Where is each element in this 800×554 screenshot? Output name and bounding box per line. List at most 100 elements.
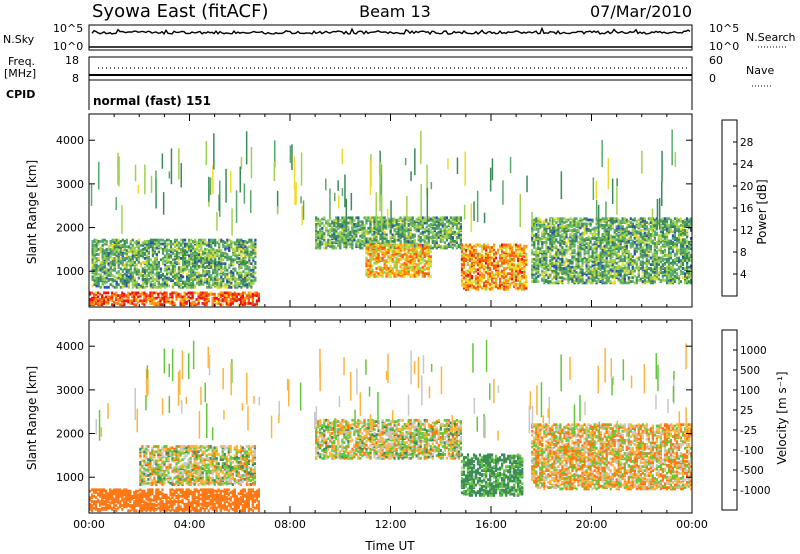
power-cell <box>93 276 96 280</box>
power-cell <box>423 263 426 266</box>
power-cell <box>419 223 422 226</box>
power-cell <box>214 249 217 252</box>
power-cell <box>127 245 130 249</box>
power-cell <box>319 219 322 222</box>
power-cell <box>569 252 572 256</box>
power-cell <box>157 261 160 264</box>
power-cell <box>173 291 176 295</box>
power-cell <box>563 263 566 266</box>
power-cell <box>135 267 138 271</box>
power-cell <box>507 259 510 262</box>
power-cell <box>415 252 418 256</box>
power-cell <box>190 242 193 246</box>
power-cell <box>513 274 516 278</box>
nave-tick-top: 60 <box>709 54 723 67</box>
power-cell <box>184 251 187 255</box>
power-cell <box>141 302 144 305</box>
power-cell <box>575 231 578 235</box>
power-cell <box>157 294 160 297</box>
power-cell <box>476 260 480 264</box>
power-cell <box>182 257 185 260</box>
power-cell <box>483 281 486 285</box>
power-cell <box>460 250 464 253</box>
power-cell <box>95 270 98 273</box>
power-cell <box>381 274 384 278</box>
power-cell <box>399 228 402 231</box>
power-cell <box>173 242 177 246</box>
power-cell <box>97 303 100 307</box>
power-cell <box>495 281 498 285</box>
power-cell <box>117 245 120 249</box>
power-cell <box>569 265 572 269</box>
power-cell <box>387 246 390 249</box>
power-cell <box>149 280 152 284</box>
power-cell <box>188 241 191 245</box>
power-cell <box>363 229 366 233</box>
power-cell <box>189 302 192 305</box>
power-cell <box>226 272 229 276</box>
power-cell <box>417 267 420 270</box>
power-cell <box>480 250 484 253</box>
power-cell <box>169 242 173 246</box>
power-cell <box>119 294 122 297</box>
power-cell <box>187 291 190 295</box>
power-cell <box>220 257 223 260</box>
power-cell <box>201 302 204 305</box>
power-cell <box>153 259 156 263</box>
power-cell <box>133 249 136 252</box>
power-cell <box>131 238 134 242</box>
power-cell <box>129 302 132 305</box>
power-cell <box>188 276 191 280</box>
power-cell <box>365 260 368 264</box>
power-cell <box>464 269 468 273</box>
power-cell <box>383 243 386 247</box>
power-cell <box>403 236 406 239</box>
power-cell <box>535 256 538 260</box>
power-cell <box>397 230 400 234</box>
power-cell <box>583 222 586 226</box>
power-cell <box>487 276 490 280</box>
power-cell <box>228 284 231 288</box>
power-cell <box>533 261 536 265</box>
power-cell <box>573 217 576 221</box>
power-cell <box>339 223 342 226</box>
power-cell <box>472 285 476 289</box>
power-cell <box>513 243 516 247</box>
power-cell <box>115 258 118 262</box>
power-cell <box>589 269 592 273</box>
power-cell <box>131 299 134 303</box>
power-cell <box>470 281 474 285</box>
power-cell <box>563 235 566 239</box>
power-cell <box>567 277 570 281</box>
power-cell <box>229 298 232 301</box>
power-cell <box>103 296 106 300</box>
power-cell <box>177 241 181 245</box>
power-cell <box>457 245 460 249</box>
power-cell <box>181 295 184 299</box>
power-cell <box>521 267 524 270</box>
power-cell <box>460 243 464 247</box>
power-cell <box>403 261 406 265</box>
power-cell <box>224 272 227 276</box>
power-cell <box>210 245 213 249</box>
power-cell <box>505 259 508 262</box>
power-cell <box>425 234 428 238</box>
power-cell <box>184 245 187 249</box>
power-cell <box>585 278 588 282</box>
power-cell <box>113 257 116 260</box>
power-cell <box>188 285 191 289</box>
power-cell <box>208 270 211 273</box>
power-cell <box>417 243 420 247</box>
power-cell <box>99 300 102 304</box>
power-cell <box>135 257 138 260</box>
power-cell <box>195 303 198 307</box>
power-cell <box>549 254 552 257</box>
power-cell <box>417 216 420 220</box>
power-cell <box>401 217 404 221</box>
power-cell <box>143 270 146 273</box>
power-cell <box>437 224 440 228</box>
power-cell <box>425 229 428 233</box>
power-cell <box>407 236 410 239</box>
power-cell <box>511 254 514 257</box>
power-cell <box>509 265 512 269</box>
